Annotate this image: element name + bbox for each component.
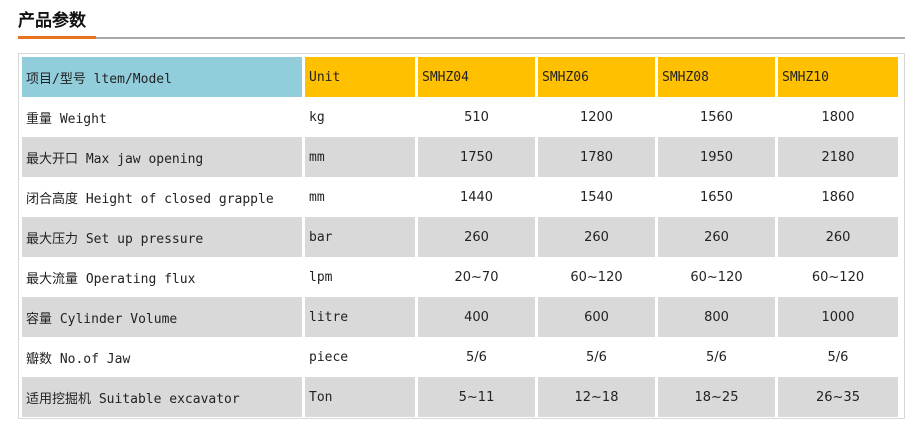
unit-cell: mm bbox=[305, 177, 415, 217]
value-cell: 1750 bbox=[418, 137, 535, 177]
unit-cell: litre bbox=[305, 297, 415, 337]
value-cell: 260 bbox=[418, 217, 535, 257]
spec-table: 项目/型号 ltem/Model Unit SMHZ04 SMHZ06 SMHZ… bbox=[19, 57, 901, 417]
value-cell: 60~120 bbox=[658, 257, 775, 297]
item-cell: 最大流量 Operating flux bbox=[22, 257, 302, 297]
value-cell: 18~25 bbox=[658, 377, 775, 417]
table-header-row: 项目/型号 ltem/Model Unit SMHZ04 SMHZ06 SMHZ… bbox=[22, 57, 898, 97]
header-cell: SMHZ04 bbox=[418, 57, 535, 97]
value-cell: 5/6 bbox=[778, 337, 898, 377]
value-cell: 1200 bbox=[538, 97, 655, 137]
unit-cell: lpm bbox=[305, 257, 415, 297]
value-cell: 800 bbox=[658, 297, 775, 337]
item-cell: 容量 Cylinder Volume bbox=[22, 297, 302, 337]
section-title: 产品参数 bbox=[18, 11, 86, 31]
value-cell: 20~70 bbox=[418, 257, 535, 297]
value-cell: 60~120 bbox=[778, 257, 898, 297]
table-row: 闭合高度 Height of closed grapple mm 1440 1540 1… bbox=[22, 177, 898, 217]
value-cell: 260 bbox=[538, 217, 655, 257]
unit-cell: kg bbox=[305, 97, 415, 137]
item-cell: 闭合高度 Height of closed grapple bbox=[22, 177, 302, 217]
value-cell: 5/6 bbox=[418, 337, 535, 377]
item-cell: 瓣数 No.of Jaw bbox=[22, 337, 302, 377]
table-row: 最大开口 Max jaw opening mm 1750 1780 1950 2180 bbox=[22, 137, 898, 177]
value-cell: 1000 bbox=[778, 297, 898, 337]
value-cell: 5~11 bbox=[418, 377, 535, 417]
value-cell: 1560 bbox=[658, 97, 775, 137]
spec-table-container: 项目/型号 ltem/Model Unit SMHZ04 SMHZ06 SMHZ… bbox=[18, 53, 905, 419]
header-cell: SMHZ06 bbox=[538, 57, 655, 97]
value-cell: 5/6 bbox=[538, 337, 655, 377]
value-cell: 1800 bbox=[778, 97, 898, 137]
unit-cell: bar bbox=[305, 217, 415, 257]
value-cell: 60~120 bbox=[538, 257, 655, 297]
table-row: 重量 Weight kg 510 1200 1560 1800 bbox=[22, 97, 898, 137]
title-divider bbox=[18, 37, 905, 39]
value-cell: 12~18 bbox=[538, 377, 655, 417]
value-cell: 1650 bbox=[658, 177, 775, 217]
item-cell: 适用挖掘机 Suitable excavator bbox=[22, 377, 302, 417]
value-cell: 2180 bbox=[778, 137, 898, 177]
value-cell: 1540 bbox=[538, 177, 655, 217]
header-cell: Unit bbox=[305, 57, 415, 97]
unit-cell: mm bbox=[305, 137, 415, 177]
unit-cell: Ton bbox=[305, 377, 415, 417]
value-cell: 1950 bbox=[658, 137, 775, 177]
item-cell: 重量 Weight bbox=[22, 97, 302, 137]
table-row: 适用挖掘机 Suitable excavator Ton 5~11 12~18 18~2… bbox=[22, 377, 898, 417]
value-cell: 5/6 bbox=[658, 337, 775, 377]
table-row: 最大流量 Operating flux lpm 20~70 60~120 60~120 6… bbox=[22, 257, 898, 297]
table-row: 容量 Cylinder Volume litre 400 600 800 1000 bbox=[22, 297, 898, 337]
table-row: 瓣数 No.of Jaw piece 5/6 5/6 5/6 5/6 bbox=[22, 337, 898, 377]
title-accent-underline bbox=[18, 36, 96, 39]
value-cell: 260 bbox=[658, 217, 775, 257]
item-cell: 最大压力 Set up pressure bbox=[22, 217, 302, 257]
value-cell: 400 bbox=[418, 297, 535, 337]
value-cell: 1780 bbox=[538, 137, 655, 177]
value-cell: 1440 bbox=[418, 177, 535, 217]
header-cell: SMHZ08 bbox=[658, 57, 775, 97]
value-cell: 600 bbox=[538, 297, 655, 337]
value-cell: 510 bbox=[418, 97, 535, 137]
header-cell: 项目/型号 ltem/Model bbox=[22, 57, 302, 97]
value-cell: 1860 bbox=[778, 177, 898, 217]
table-row: 最大压力 Set up pressure bar 260 260 260 260 bbox=[22, 217, 898, 257]
header-cell: SMHZ10 bbox=[778, 57, 898, 97]
value-cell: 26~35 bbox=[778, 377, 898, 417]
unit-cell: piece bbox=[305, 337, 415, 377]
value-cell: 260 bbox=[778, 217, 898, 257]
item-cell: 最大开口 Max jaw opening bbox=[22, 137, 302, 177]
